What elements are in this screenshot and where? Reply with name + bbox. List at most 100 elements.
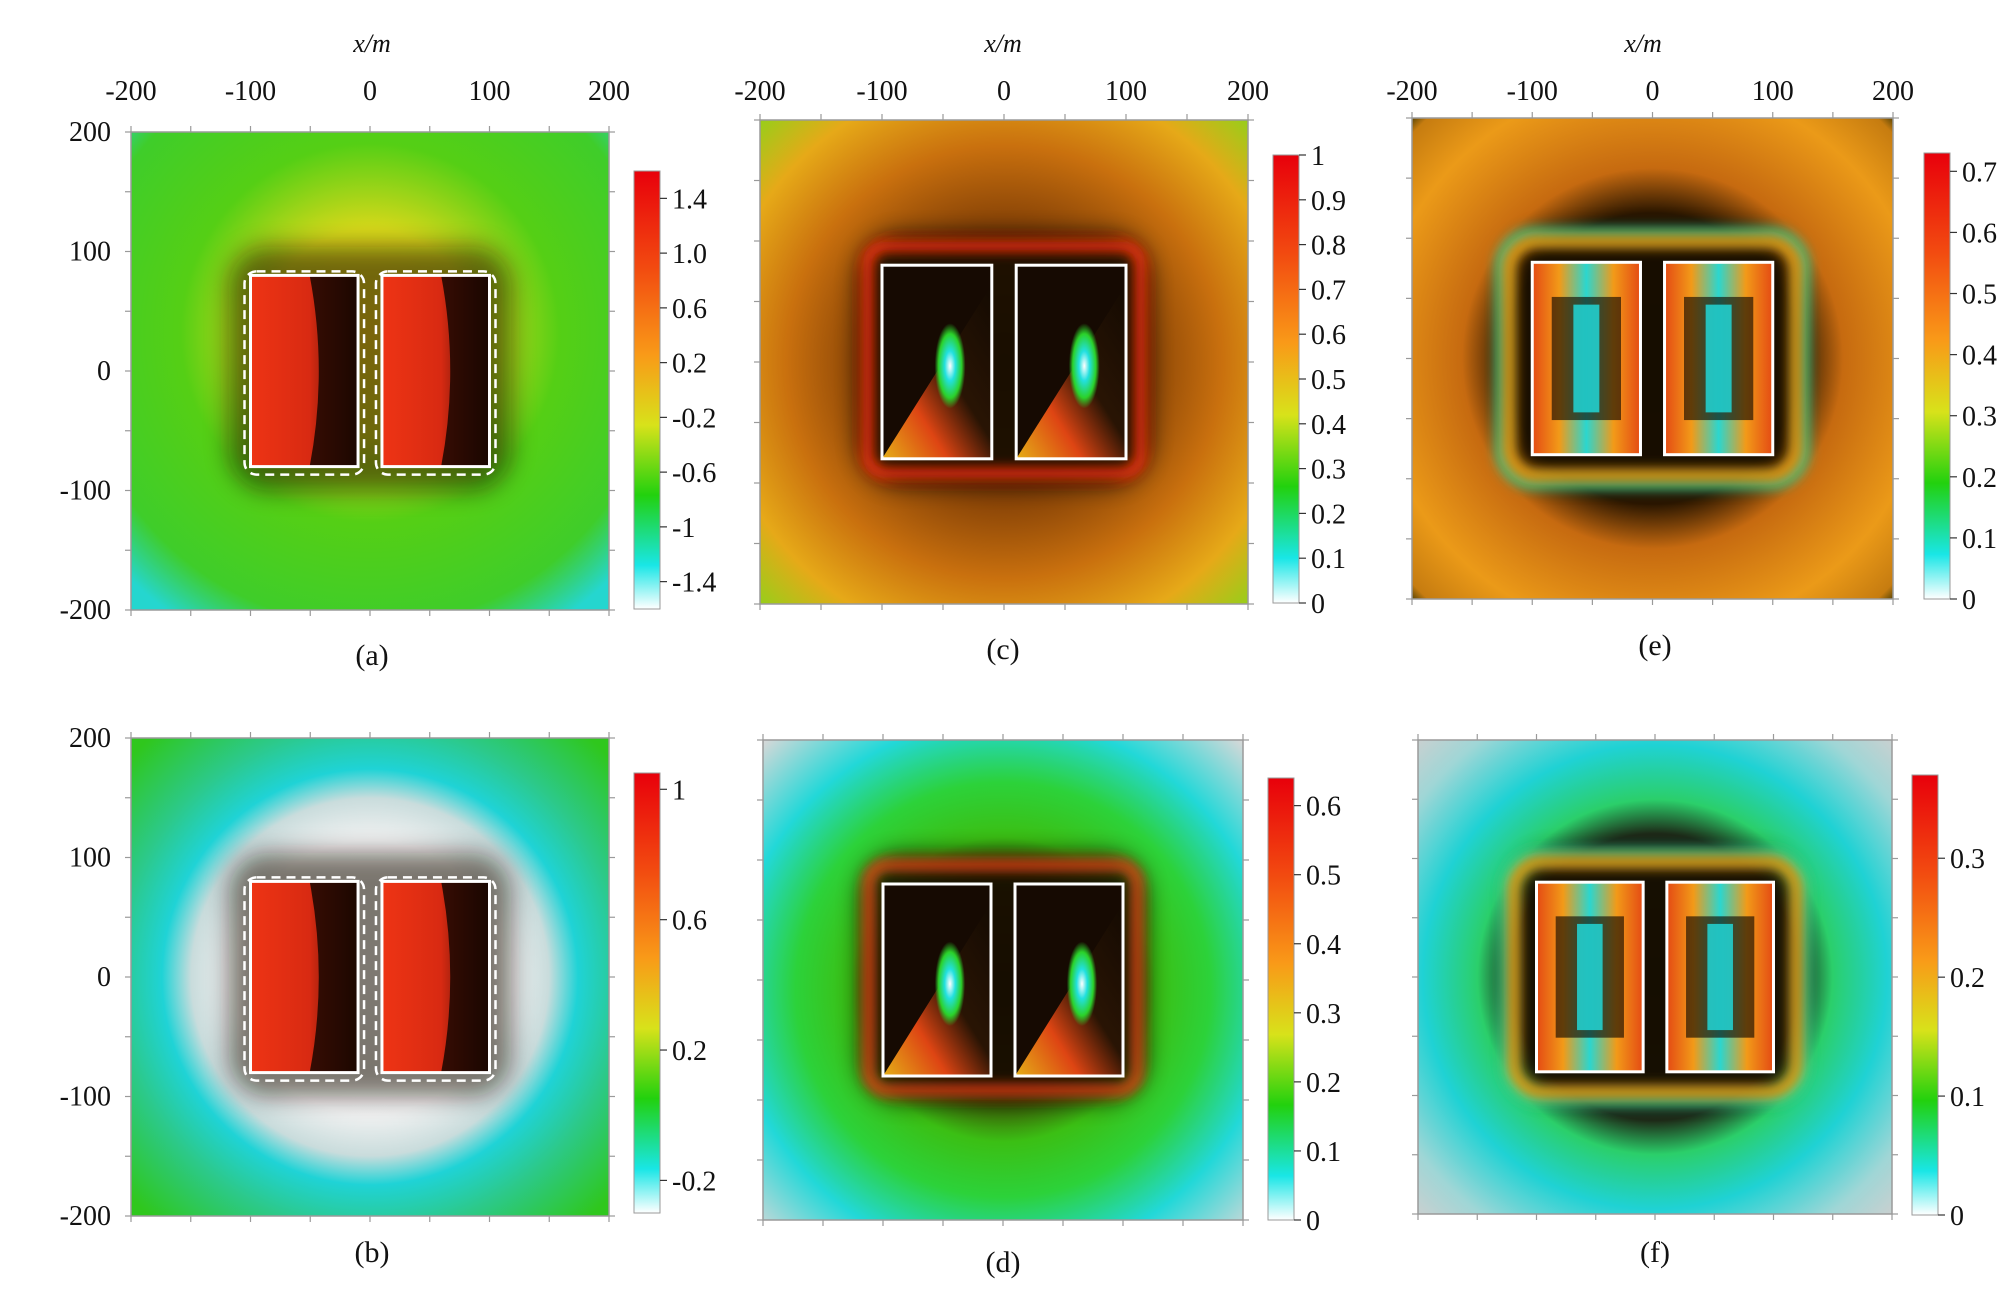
colorbar-tick-label: 0.6 bbox=[1306, 792, 1341, 823]
x-tick-label: 0 bbox=[997, 76, 1011, 107]
colorbar-tick-label: 0.3 bbox=[1306, 999, 1341, 1030]
colorbar-tick-label: 0.5 bbox=[1962, 280, 1997, 311]
colorbar-tick-label: -1 bbox=[672, 513, 695, 544]
panel-label: (a) bbox=[355, 639, 388, 672]
body-outline bbox=[1014, 263, 1128, 461]
colorbar-tick-label: 1.4 bbox=[672, 184, 707, 215]
colorbar-tick-label: 0 bbox=[1306, 1206, 1320, 1237]
y-tick-label: 200 bbox=[69, 723, 111, 754]
body-wedge bbox=[883, 903, 991, 1076]
colorbar-tick-label: -0.6 bbox=[672, 458, 716, 489]
colorbar-tick-label: -0.2 bbox=[672, 1166, 716, 1197]
panel-label: (f) bbox=[1640, 1236, 1670, 1269]
x-tick-label: -100 bbox=[225, 76, 276, 107]
body-right bbox=[1665, 880, 1775, 1074]
x-tick-label: -100 bbox=[1507, 76, 1558, 107]
colorbar-tick-label: 0.7 bbox=[1962, 157, 1997, 188]
body-left bbox=[243, 876, 366, 1082]
colorbar-tick-label: 0.2 bbox=[672, 349, 707, 380]
colorbar-tick-label: 1.0 bbox=[672, 239, 707, 270]
y-tick-label: 100 bbox=[69, 843, 111, 874]
x-tick-label: 100 bbox=[1752, 76, 1794, 107]
body-core bbox=[1707, 923, 1733, 1031]
panel-label: (e) bbox=[1638, 629, 1671, 662]
body-left bbox=[880, 263, 994, 461]
field-ring bbox=[1500, 848, 1810, 1106]
colorbar bbox=[1267, 777, 1295, 1221]
colorbar-tick-label: 0.2 bbox=[672, 1036, 707, 1067]
panel-d: 0.6 0.5 0.4 0.3 0.2 0.1 0 (d) bbox=[757, 734, 1341, 1279]
body-outline bbox=[249, 879, 360, 1075]
colorbar-tick-label: 0.1 bbox=[1950, 1082, 1985, 1113]
colorbar-tick-label: 0.7 bbox=[1311, 275, 1346, 306]
body-right bbox=[374, 270, 497, 476]
colorbar bbox=[1911, 774, 1939, 1216]
x-tick-label: 200 bbox=[1227, 76, 1269, 107]
body-dashed-outline bbox=[374, 876, 497, 1082]
body-right bbox=[374, 876, 497, 1082]
body-right bbox=[1663, 260, 1775, 457]
body-shadow bbox=[441, 275, 490, 467]
field-ring-inner bbox=[1507, 855, 1803, 1099]
body-dashed-outline bbox=[243, 270, 366, 476]
colorbar-tick-label: 0.2 bbox=[1962, 463, 1997, 494]
colorbar-tick-label: 0.6 bbox=[672, 906, 707, 937]
colorbar-tick-label: 0.4 bbox=[1962, 341, 1997, 372]
y-tick-label: 100 bbox=[69, 237, 111, 268]
panel-b: 200 100 0 -100 -200 1 0.6 0.2 -0.2 (b) bbox=[60, 723, 717, 1269]
x-axis-title-e: x/m bbox=[1623, 29, 1662, 58]
colorbar-tick-label: 0.8 bbox=[1311, 231, 1346, 262]
body-outline bbox=[881, 882, 993, 1078]
colorbar-tick-label: 0.5 bbox=[1311, 365, 1346, 396]
colorbar-tick-label: 0.1 bbox=[1962, 524, 1997, 555]
colorbar-tick-label: 0.4 bbox=[1311, 410, 1346, 441]
panel-c: -200 -100 0 100 200 1 0.9 0.8 0.7 0.6 0.5 0.4 0.3 0.2… bbox=[734, 76, 1346, 666]
panel-label: (d) bbox=[986, 1246, 1021, 1279]
colorbar-tick-label: -1.4 bbox=[672, 568, 716, 599]
y-tick-label: 0 bbox=[97, 356, 111, 387]
colorbar-tick-label: 0.1 bbox=[1311, 544, 1346, 575]
body-shadow bbox=[441, 881, 490, 1073]
colorbar-tick-label: 0 bbox=[1950, 1201, 1964, 1232]
x-tick-label: 0 bbox=[363, 76, 377, 107]
body-dashed-outline bbox=[374, 270, 497, 476]
body-left bbox=[243, 270, 366, 476]
body-outline bbox=[249, 273, 360, 469]
colorbar-tick-label: 0.2 bbox=[1950, 963, 1985, 994]
colorbar-tick-label: 0.2 bbox=[1311, 499, 1346, 530]
y-tick-label: 0 bbox=[97, 962, 111, 993]
panel-label: (b) bbox=[355, 1236, 390, 1269]
body-shadow bbox=[309, 275, 359, 467]
colorbar-tick-label: 0.6 bbox=[672, 294, 707, 325]
x-tick-label: 100 bbox=[469, 76, 511, 107]
field-ring bbox=[863, 859, 1143, 1096]
colorbar-tick-label: 0.6 bbox=[1962, 218, 1997, 249]
body-outline bbox=[1013, 882, 1125, 1078]
body-core bbox=[1068, 323, 1100, 409]
panels-group: -200 -100 0 100 2002001000-100-2001.41.00.60… bbox=[60, 76, 1997, 1279]
body-right bbox=[1013, 882, 1125, 1078]
body-outline bbox=[880, 263, 994, 461]
colorbar-tick-label: 0.3 bbox=[1311, 455, 1346, 486]
panel-label: (c) bbox=[986, 633, 1019, 666]
x-tick-label: 0 bbox=[1646, 76, 1660, 107]
colorbar-tick-label: 0.3 bbox=[1962, 402, 1997, 433]
colorbar bbox=[633, 772, 661, 1214]
colorbar bbox=[1272, 154, 1300, 604]
x-tick-label: -200 bbox=[105, 76, 156, 107]
colorbar-tick-label: 1 bbox=[672, 775, 686, 806]
body-shadow bbox=[309, 881, 359, 1073]
y-tick-label: -100 bbox=[60, 1082, 111, 1113]
y-tick-label: 200 bbox=[69, 117, 111, 148]
body-outline bbox=[1665, 880, 1775, 1074]
colorbar-tick-label: 0.2 bbox=[1306, 1068, 1341, 1099]
y-tick-label: -200 bbox=[60, 595, 111, 626]
y-tick-label: -100 bbox=[60, 476, 111, 507]
body-wedge bbox=[1015, 903, 1123, 1076]
panel-f: 0.3 0.2 0.1 0 (f) bbox=[1412, 734, 1985, 1269]
x-tick-label: -200 bbox=[734, 76, 785, 107]
colorbar-tick-label: 0.5 bbox=[1306, 861, 1341, 892]
colorbar-tick-label: 0.9 bbox=[1311, 186, 1346, 217]
body-left bbox=[1535, 880, 1645, 1074]
